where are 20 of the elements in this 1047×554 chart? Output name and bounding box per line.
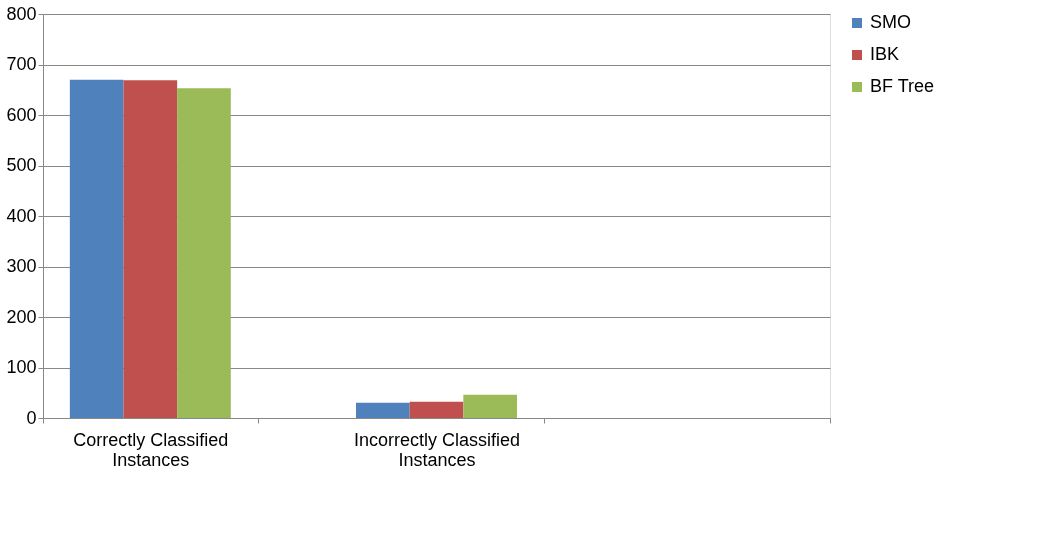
bar <box>409 401 464 418</box>
bar <box>69 79 124 418</box>
legend-label: SMO <box>870 12 912 32</box>
bar <box>463 394 517 418</box>
y-tick-label: 200 <box>6 306 37 327</box>
legend-label: BF Tree <box>870 76 935 96</box>
y-tick-label: 400 <box>6 205 37 226</box>
y-tick-label: 100 <box>6 357 37 377</box>
bar <box>123 80 178 418</box>
y-tick-label: 300 <box>6 256 37 276</box>
bar <box>177 88 231 418</box>
x-tick-label: Incorrectly Classified Instances <box>353 429 521 470</box>
x-tick-label: Correctly Classified Instances <box>73 429 229 470</box>
y-tick-label: 0 <box>26 407 37 428</box>
y-tick-label: 600 <box>6 104 37 125</box>
y-tick-label: 700 <box>6 54 37 74</box>
y-tick-label: 800 <box>6 3 37 24</box>
legend-label: IBK <box>870 44 900 64</box>
y-tick-label: 500 <box>6 155 37 175</box>
bar <box>356 402 410 418</box>
